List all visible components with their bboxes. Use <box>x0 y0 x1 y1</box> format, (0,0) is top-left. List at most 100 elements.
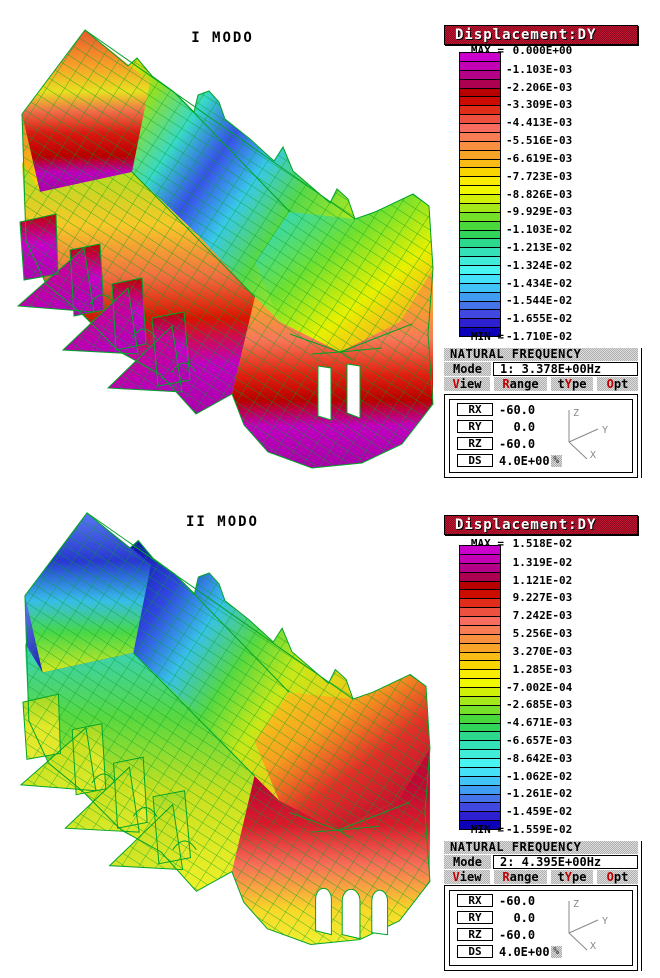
mode1-church-body <box>16 29 434 469</box>
rot-value-ds: 4.0E+00 <box>499 944 550 959</box>
legend-value: -7.002E-04 <box>506 680 573 694</box>
colorbar-2 <box>459 545 501 830</box>
colorbar-band <box>460 811 500 821</box>
menu-button-type[interactable]: tYpe <box>551 377 593 391</box>
legend-value: -1.434E-02 <box>506 276 573 290</box>
legend-value: -4.413E-03 <box>506 116 573 130</box>
colorbar-band <box>460 309 500 319</box>
colorbar-band <box>460 291 500 301</box>
colorbar-band <box>460 731 500 741</box>
legend-value: -1.062E-02 <box>506 769 573 783</box>
axis-triad-1: Z Y X <box>568 408 608 461</box>
colorbar-band <box>460 562 500 572</box>
legend-value: 1.319E-02 <box>506 555 573 569</box>
colorbar-band <box>460 87 500 97</box>
view-row: RY 0.0 <box>449 909 569 926</box>
rot-label-rx[interactable]: RX <box>457 894 493 907</box>
colorbar-band <box>460 131 500 141</box>
mode2-mesh <box>19 512 431 945</box>
colorbar-band <box>460 589 500 599</box>
legend-value: 7.242E-03 <box>506 609 573 623</box>
mode1-window <box>346 363 361 419</box>
legend-value: -4.671E-03 <box>506 716 573 730</box>
z-axis-label: Z <box>573 408 579 419</box>
menu-button-range[interactable]: Range <box>494 870 547 884</box>
displacement-header-1: Displacement:DY <box>444 25 638 45</box>
legend-value: -1.559E-02 <box>506 823 573 836</box>
colorbar-band <box>460 651 500 661</box>
colorbar-band <box>460 669 500 679</box>
colorbar-band <box>460 624 500 634</box>
legend-value: 3.270E-03 <box>506 644 573 658</box>
legend-value: -1.544E-02 <box>506 294 573 308</box>
rotation-rows-2: RX -60.0 RY 0.0 RZ -60.0 DS 4.0E+00% <box>449 892 569 960</box>
legend-value: -2.206E-03 <box>506 80 573 94</box>
colorbar-band <box>460 678 500 687</box>
mode2-title: II MODO <box>185 514 259 530</box>
menu-button-range[interactable]: Range <box>494 377 547 391</box>
x-axis-label: X <box>590 941 596 952</box>
menu-button-type[interactable]: tYpe <box>551 870 593 884</box>
rot-label-rx[interactable]: RX <box>457 403 493 416</box>
natural-frequency-header-2: NATURAL FREQUENCY <box>444 841 638 854</box>
view-row: RZ -60.0 <box>449 926 569 943</box>
percent-block: % <box>550 454 562 467</box>
x-axis-label: X <box>590 450 596 461</box>
colorbar-band <box>460 740 500 750</box>
legend-value: -2.685E-03 <box>506 698 573 712</box>
legend-value: -3.309E-03 <box>506 98 573 112</box>
colorbar-band <box>460 256 500 265</box>
colorbar-band <box>460 238 500 248</box>
menu-button-view[interactable]: View <box>444 870 490 884</box>
colorbar-band <box>460 713 500 723</box>
rot-value-rx: -60.0 <box>499 893 536 908</box>
colorbar-band <box>460 194 500 203</box>
legend-value: 9.227E-03 <box>506 591 573 605</box>
mode-button-2[interactable]: Mode <box>444 855 491 869</box>
menu-button-options[interactable]: Opt <box>597 870 638 884</box>
colorbar-band <box>460 185 500 194</box>
rot-label-ry[interactable]: RY <box>457 911 493 924</box>
rot-value-rx: -60.0 <box>499 402 536 417</box>
rot-label-ds[interactable]: DS <box>457 454 493 467</box>
menu-button-options[interactable]: Opt <box>597 377 638 391</box>
colorbar-band <box>460 96 500 106</box>
legend-value: 0.000E+00 <box>506 44 573 57</box>
colorbar-band <box>460 176 500 186</box>
mode-value-2: 2: 4.395E+00Hz <box>493 855 638 869</box>
menu-button-view[interactable]: View <box>444 377 490 391</box>
menu-row-1: View Range tYpe Opt <box>444 377 638 391</box>
rot-label-rz[interactable]: RZ <box>457 928 493 941</box>
colorbar-band <box>460 78 500 88</box>
legend-value: -7.723E-03 <box>506 169 573 183</box>
mode2-arch-window <box>315 887 332 936</box>
mode-button-1[interactable]: Mode <box>444 362 491 376</box>
view-row: RZ -60.0 <box>449 435 569 452</box>
displacement-header-2: Displacement:DY <box>444 515 638 535</box>
legend-value: -6.657E-03 <box>506 733 573 747</box>
rot-value-rz: -60.0 <box>499 927 536 942</box>
y-axis-label: Y <box>602 916 608 927</box>
view-row: DS 4.0E+00% <box>449 943 569 960</box>
y-axis-label: Y <box>602 425 608 436</box>
legend-value: 1.518E-02 <box>506 537 573 550</box>
colorbar-band <box>460 265 500 274</box>
mode1-window <box>317 365 332 421</box>
legend-value: 1.121E-02 <box>506 573 573 587</box>
colorbar-band <box>460 598 500 608</box>
rot-value-rz: -60.0 <box>499 436 536 451</box>
colorbar-band <box>460 580 500 590</box>
rot-value-ry: 0.0 <box>499 419 536 434</box>
rotation-rows-1: RX -60.0 RY 0.0 RZ -60.0 DS 4.0E+00% <box>449 401 569 469</box>
rot-label-rz[interactable]: RZ <box>457 437 493 450</box>
colorbar-band <box>460 123 500 132</box>
rot-label-ry[interactable]: RY <box>457 420 493 433</box>
colorbar-band <box>460 607 500 616</box>
rot-label-ds[interactable]: DS <box>457 945 493 958</box>
colorbar-band <box>460 318 500 328</box>
percent-block: % <box>550 945 562 958</box>
colorbar-1 <box>459 52 501 337</box>
axis-triad-2: Z Y X <box>568 899 608 952</box>
view-row: RY 0.0 <box>449 418 569 435</box>
